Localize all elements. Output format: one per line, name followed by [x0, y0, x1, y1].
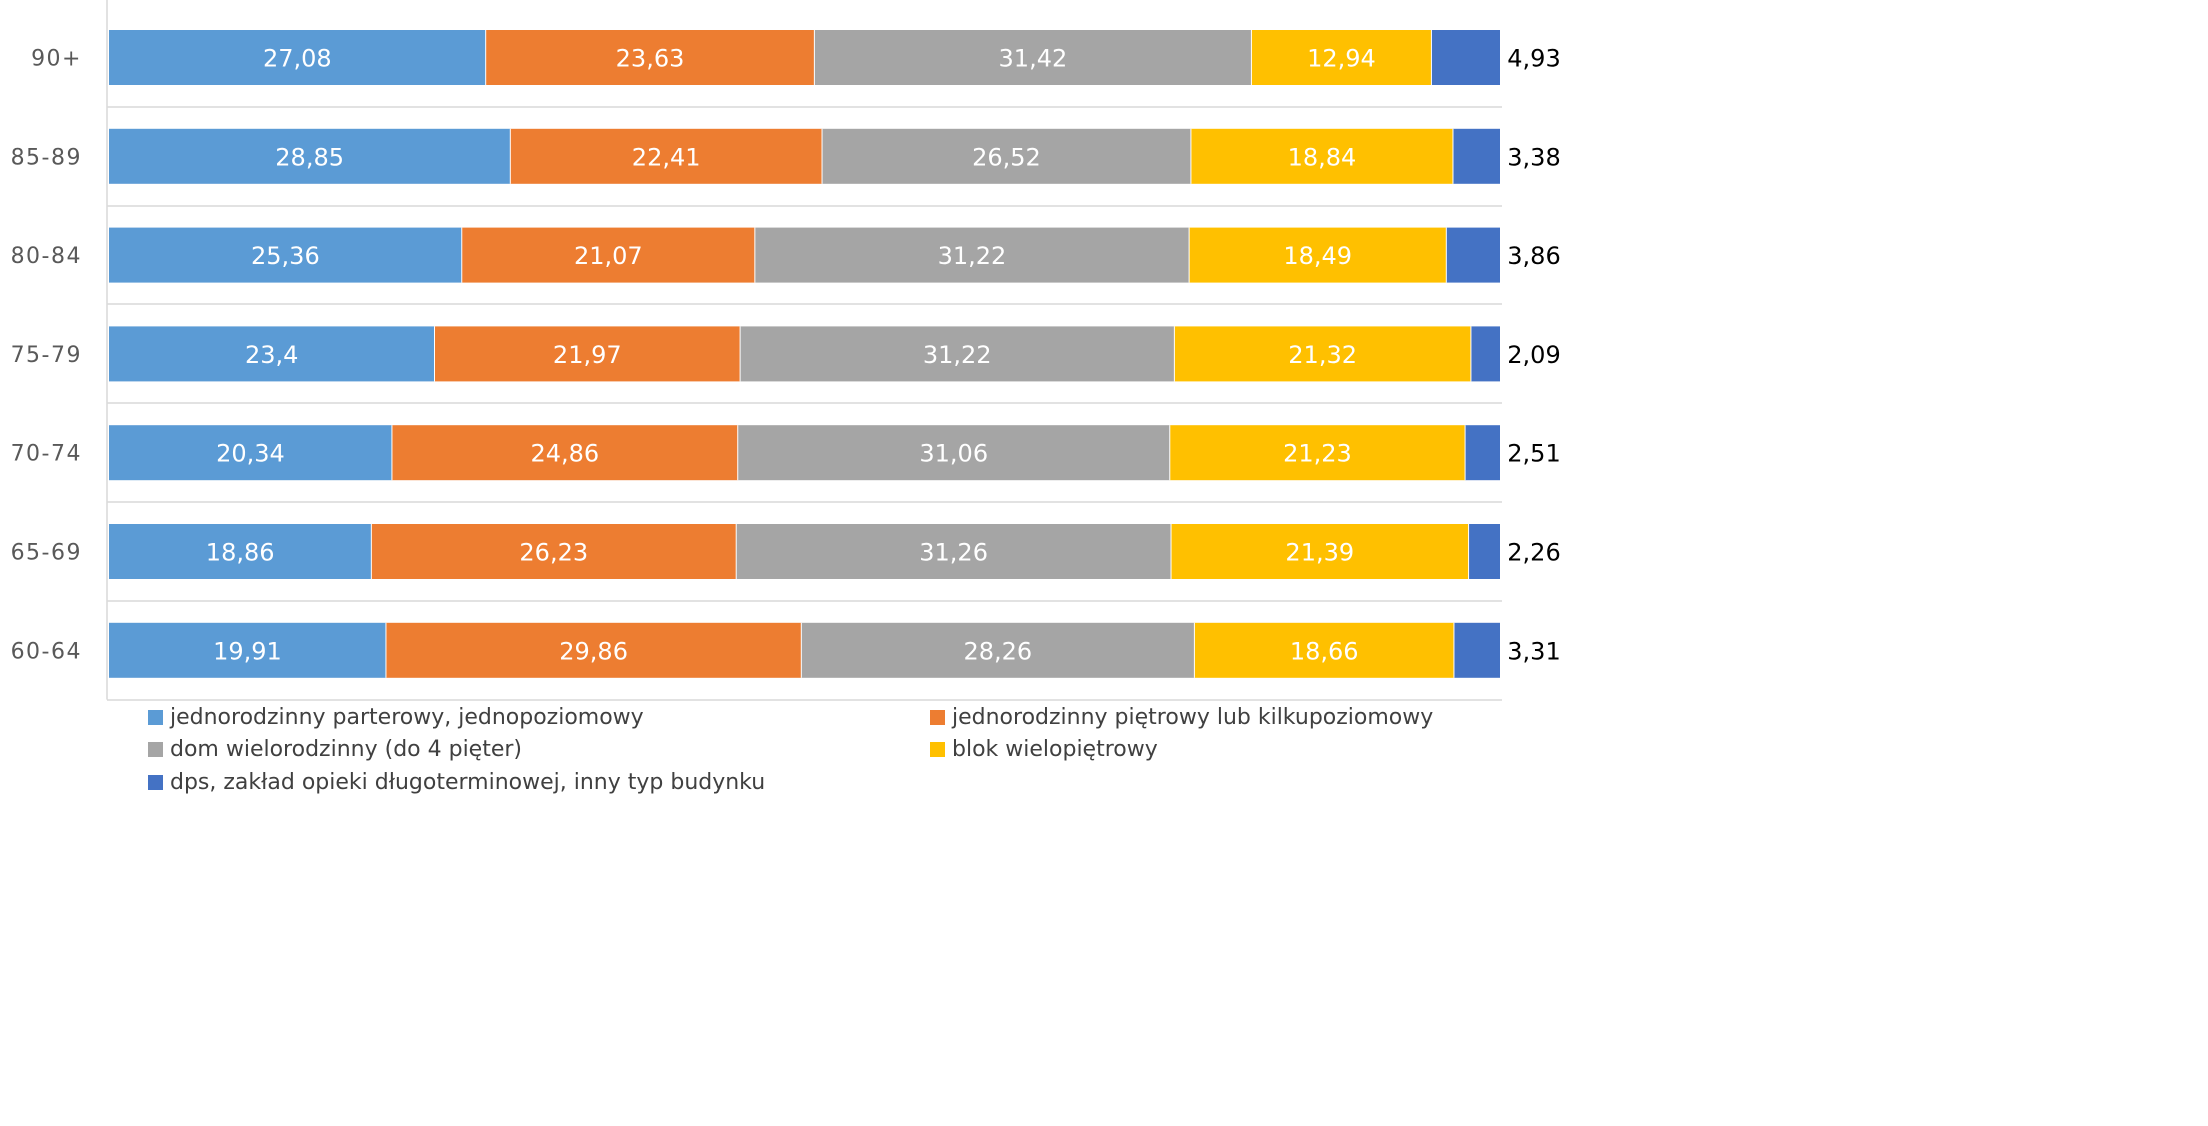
legend: jednorodzinny parterowy, jednopoziomowy j…: [148, 705, 1433, 795]
bar-segment: [510, 128, 823, 184]
legend-swatch: [930, 710, 945, 725]
legend-label: blok wielopiętrowy: [952, 737, 1158, 762]
data-label: 3,31: [1507, 637, 1560, 665]
category-axis: 90+ 85-89 80-84 75-79 70-74 65-69 60-64: [11, 47, 82, 665]
data-label: 2,09: [1507, 341, 1560, 369]
data-label: 2,26: [1507, 539, 1560, 567]
data-label: 21,39: [1285, 539, 1354, 567]
bar-segment: [391, 425, 738, 481]
bar-segment: [109, 227, 462, 283]
category-label: 60-64: [11, 639, 82, 664]
bar-segment: [1194, 622, 1454, 678]
bar-segment: [485, 30, 815, 85]
bar-segment: [1468, 524, 1500, 579]
data-label: 24,86: [530, 440, 599, 468]
bar-segment: [1169, 425, 1466, 481]
data-label: 31,22: [923, 341, 992, 369]
category-label: 80-84: [11, 244, 82, 269]
bar-segment: [1452, 128, 1500, 184]
data-label: 22,41: [632, 143, 701, 171]
bar-segment: [1453, 622, 1500, 678]
category-label: 70-74: [11, 442, 82, 467]
bar-segment: [434, 326, 741, 382]
bar-segment: [1189, 227, 1447, 283]
data-label: 21,97: [553, 341, 622, 369]
legend-swatch: [148, 710, 163, 725]
data-label: 18,66: [1290, 637, 1359, 665]
data-label: 31,42: [999, 45, 1068, 73]
data-label: 18,84: [1288, 143, 1357, 171]
category-label: 85-89: [11, 145, 82, 170]
legend-swatch: [930, 742, 945, 757]
data-label: 26,52: [972, 143, 1041, 171]
legend-label: dom wielorodzinny (do 4 pięter): [170, 737, 522, 762]
bar-segment: [1190, 128, 1453, 184]
bar-segment: [754, 227, 1190, 283]
data-label: 31,22: [938, 242, 1007, 270]
bar-segment: [1171, 524, 1469, 579]
data-label: 21,23: [1283, 440, 1352, 468]
bar-segment: [109, 524, 372, 579]
data-label: 4,93: [1507, 45, 1560, 73]
legend-swatch: [148, 742, 163, 757]
bar-segment: [109, 326, 435, 382]
data-label: 31,26: [919, 539, 988, 567]
bar-segment: [1251, 30, 1432, 85]
data-label: 18,86: [206, 539, 275, 567]
data-label: 18,49: [1283, 242, 1352, 270]
category-label: 75-79: [11, 343, 82, 368]
bar-segment: [109, 622, 386, 678]
data-label: 28,85: [275, 143, 344, 171]
data-label: 26,23: [519, 539, 588, 567]
bar-segment: [1470, 326, 1500, 382]
data-label: 25,36: [251, 242, 320, 270]
bar-segment: [736, 524, 1172, 579]
gridlines: [106, 0, 1502, 701]
data-label: 21,07: [574, 242, 643, 270]
data-label: 23,63: [616, 45, 685, 73]
bar-segment: [371, 524, 737, 579]
bar-segment: [1431, 30, 1500, 85]
legend-label: jednorodzinny parterowy, jednopoziomowy: [169, 705, 644, 730]
data-label: 29,86: [559, 637, 628, 665]
legend-label: jednorodzinny piętrowy lub kilkupoziomow…: [951, 705, 1433, 730]
data-label: 2,51: [1507, 440, 1560, 468]
legend-item: jednorodzinny piętrowy lub kilkupoziomow…: [930, 705, 1433, 730]
data-label: 19,91: [213, 637, 282, 665]
legend-item: blok wielopiętrowy: [930, 737, 1158, 762]
legend-swatch: [148, 775, 163, 790]
data-label: 28,26: [963, 637, 1032, 665]
bar-segment: [1174, 326, 1471, 382]
legend-item: jednorodzinny parterowy, jednopoziomowy: [148, 705, 644, 730]
data-label: 3,38: [1507, 143, 1560, 171]
data-label: 12,94: [1307, 45, 1376, 73]
legend-item: dps, zakład opieki długoterminowej, inny…: [148, 770, 765, 795]
data-label: 23,4: [245, 341, 298, 369]
data-label: 20,34: [216, 440, 285, 468]
data-label: 3,86: [1507, 242, 1560, 270]
category-label: 90+: [31, 47, 82, 72]
bar-segment: [801, 622, 1195, 678]
bar-segment: [109, 425, 392, 481]
bars: 27,08 23,63 31,42 12,94 4,93 28,85 22,41 26,52 1…: [109, 30, 1561, 678]
bar-segment: [461, 227, 755, 283]
bar-segment: [1446, 227, 1500, 283]
legend-item: dom wielorodzinny (do 4 pięter): [148, 737, 522, 762]
data-label: 21,32: [1288, 341, 1357, 369]
data-label: 27,08: [263, 45, 332, 73]
bar-segment: [737, 425, 1170, 481]
stacked-bar-chart: 27,08 23,63 31,42 12,94 4,93 28,85 22,41 26,52 1…: [11, 0, 1561, 795]
bar-segment: [814, 30, 1252, 85]
category-label: 65-69: [11, 541, 82, 566]
legend-label: dps, zakład opieki długoterminowej, inny…: [170, 770, 765, 795]
bar-segment: [109, 128, 511, 184]
bar-segment: [1465, 425, 1500, 481]
bar-segment: [109, 30, 486, 85]
bar-segment: [385, 622, 802, 678]
bar-segment: [740, 326, 1175, 382]
data-label: 31,06: [919, 440, 988, 468]
bar-segment: [822, 128, 1191, 184]
